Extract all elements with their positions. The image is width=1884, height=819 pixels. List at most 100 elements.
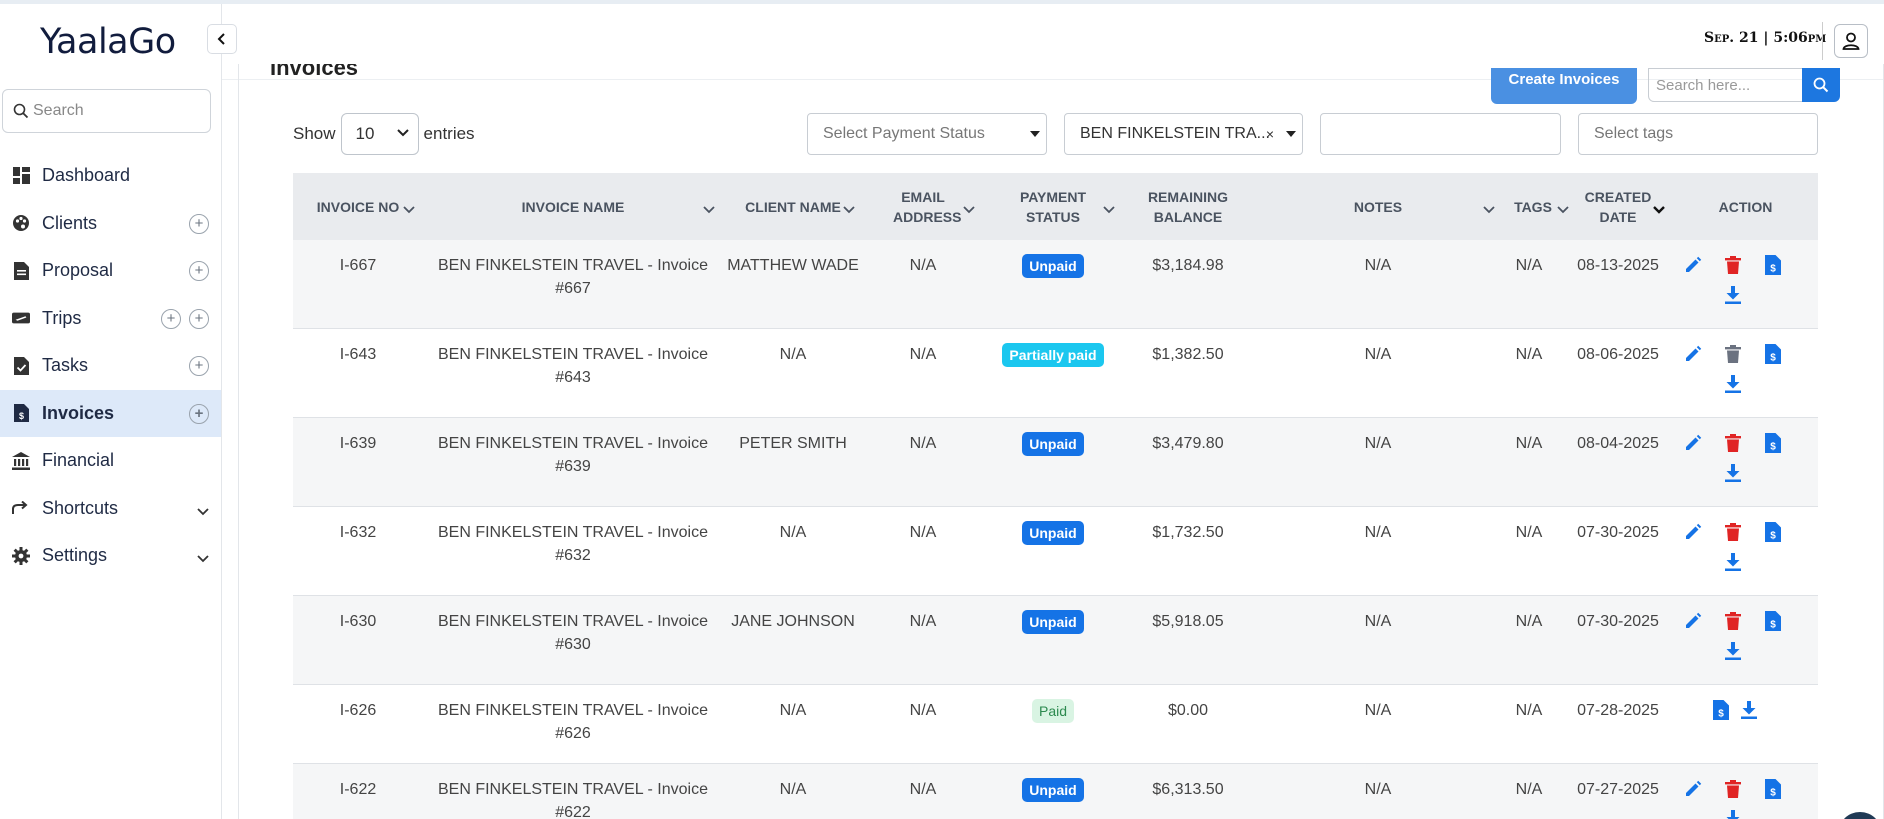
invoice-pdf-icon[interactable]: $ [1762, 254, 1784, 276]
remaining-balance-cell: $3,479.80 [1152, 435, 1224, 452]
brand-logo[interactable]: YaalaGo [40, 22, 176, 62]
table-row[interactable]: I-622 BEN FINKELSTEIN TRAVEL - Invoice #62… [293, 764, 1818, 819]
invoice-no-cell[interactable]: I-630 [339, 613, 377, 630]
invoice-name-cell[interactable]: BEN FINKELSTEIN TRAVEL - Invoice #626 [423, 699, 723, 745]
invoice-name-cell[interactable]: BEN FINKELSTEIN TRAVEL - Invoice #667 [423, 254, 723, 300]
sidebar-item-clients[interactable]: Clients + [0, 200, 221, 248]
sidebar-item-tasks[interactable]: Tasks + [0, 342, 221, 390]
column-header-client-name[interactable]: CLIENT NAME [723, 173, 863, 240]
table-row[interactable]: I-639 BEN FINKELSTEIN TRAVEL - Invoice #63… [293, 418, 1818, 507]
table-search-button[interactable] [1802, 68, 1840, 102]
column-header-invoice-name[interactable]: INVOICE NAME [423, 173, 723, 240]
sidebar-search[interactable] [2, 89, 211, 133]
sidebar-item-settings[interactable]: Settings [0, 532, 221, 580]
column-header-invoice-no[interactable]: INVOICE NO [293, 173, 423, 240]
download-icon[interactable] [1722, 640, 1744, 662]
delete-icon[interactable] [1722, 778, 1744, 800]
sort-chevron-icon[interactable] [703, 199, 715, 219]
invoice-pdf-icon[interactable]: $ [1762, 778, 1784, 800]
delete-icon[interactable] [1722, 254, 1744, 276]
invoice-pdf-icon[interactable]: $ [1762, 521, 1784, 543]
add-trips-icon[interactable]: + [189, 308, 209, 329]
invoice-name-cell[interactable]: BEN FINKELSTEIN TRAVEL - Invoice #643 [423, 343, 723, 389]
sidebar-collapse-button[interactable] [207, 24, 237, 54]
sidebar-item-proposal[interactable]: Proposal + [0, 247, 221, 295]
chevron-down-icon[interactable] [197, 500, 209, 521]
edit-icon[interactable] [1682, 254, 1704, 276]
invoice-name-cell[interactable]: BEN FINKELSTEIN TRAVEL - Invoice #622 [423, 778, 723, 819]
table-row[interactable]: I-630 BEN FINKELSTEIN TRAVEL - Invoice #63… [293, 596, 1818, 685]
invoice-no-cell[interactable]: I-626 [339, 702, 377, 719]
add-clients-icon[interactable]: + [189, 213, 209, 234]
invoice-pdf-icon[interactable]: $ [1710, 699, 1732, 721]
invoice-no-cell[interactable]: I-643 [339, 346, 377, 363]
download-icon[interactable] [1722, 284, 1744, 306]
column-header-tags[interactable]: TAGS [1503, 173, 1569, 240]
sidebar-item-invoices[interactable]: $ Invoices + [0, 389, 221, 437]
payment-status-filter[interactable]: Select Payment Status [807, 113, 1047, 155]
invoice-pdf-icon[interactable]: $ [1762, 432, 1784, 454]
download-icon[interactable] [1722, 462, 1744, 484]
row-actions: $ [1678, 610, 1808, 670]
column-header-email-address[interactable]: EMAIL ADDRESS [863, 173, 983, 240]
edit-icon[interactable] [1682, 343, 1704, 365]
edit-icon[interactable] [1682, 778, 1704, 800]
client-filter[interactable]: BEN FINKELSTEIN TRA... × [1064, 113, 1303, 155]
sort-chevron-icon[interactable] [1483, 199, 1495, 219]
edit-icon[interactable] [1682, 521, 1704, 543]
invoice-pdf-icon[interactable]: $ [1762, 343, 1784, 365]
sidebar-item-financial[interactable]: Financial [0, 437, 221, 485]
edit-icon[interactable] [1682, 610, 1704, 632]
column-header-created-date[interactable]: CREATED DATE [1563, 173, 1673, 240]
sort-chevron-icon[interactable] [1653, 199, 1665, 219]
tags-filter[interactable]: Select tags [1578, 113, 1818, 155]
sort-chevron-icon[interactable] [1103, 199, 1115, 219]
invoice-pdf-icon[interactable]: $ [1762, 610, 1784, 632]
payment-status-placeholder: Select Payment Status [823, 125, 985, 142]
sort-chevron-icon[interactable] [403, 199, 415, 219]
add-invoices-icon[interactable]: + [189, 403, 209, 424]
download-icon[interactable] [1738, 699, 1760, 721]
invoice-no-cell[interactable]: I-667 [339, 257, 377, 274]
delete-icon[interactable] [1722, 521, 1744, 543]
invoice-name-cell[interactable]: BEN FINKELSTEIN TRAVEL - Invoice #632 [423, 521, 723, 567]
add-proposal-icon[interactable]: + [189, 261, 209, 281]
remaining-balance-cell: $1,382.50 [1152, 346, 1224, 363]
sidebar-search-input[interactable] [33, 102, 203, 120]
sidebar-item-trips[interactable]: Trips + + [0, 295, 221, 343]
user-menu-button[interactable] [1834, 24, 1868, 58]
table-search-input[interactable]: Search here... [1648, 68, 1803, 102]
table-row[interactable]: I-643 BEN FINKELSTEIN TRAVEL - Invoice #64… [293, 329, 1818, 418]
sort-chevron-icon[interactable] [1557, 199, 1569, 219]
add-trips-icon[interactable]: + [161, 308, 181, 329]
sort-chevron-icon[interactable] [963, 199, 975, 219]
table-row[interactable]: I-626 BEN FINKELSTEIN TRAVEL - Invoice #62… [293, 685, 1818, 764]
date-filter-input[interactable] [1320, 113, 1561, 155]
delete-icon[interactable] [1722, 432, 1744, 454]
clear-icon[interactable]: × [1265, 126, 1274, 142]
invoice-no-cell[interactable]: I-639 [339, 435, 377, 452]
invoice-name-cell[interactable]: BEN FINKELSTEIN TRAVEL - Invoice #630 [423, 610, 723, 656]
table-row[interactable]: I-667 BEN FINKELSTEIN TRAVEL - Invoice #66… [293, 240, 1818, 329]
sidebar-item-dashboard[interactable]: Dashboard [0, 152, 221, 200]
delete-icon[interactable] [1722, 343, 1744, 365]
edit-icon[interactable] [1682, 432, 1704, 454]
download-icon[interactable] [1722, 808, 1744, 819]
add-tasks-icon[interactable]: + [189, 356, 209, 376]
delete-icon[interactable] [1722, 610, 1744, 632]
entries-select[interactable]: 10 [340, 113, 419, 155]
remaining-balance-cell: $3,184.98 [1152, 257, 1224, 274]
sidebar-item-shortcuts[interactable]: Shortcuts [0, 485, 221, 533]
column-header-notes[interactable]: NOTES [1253, 173, 1503, 240]
chevron-down-icon[interactable] [197, 547, 209, 568]
column-header-payment-status[interactable]: PAYMENT STATUS [983, 173, 1123, 240]
invoice-no-cell[interactable]: I-632 [339, 524, 377, 541]
download-icon[interactable] [1722, 551, 1744, 573]
invoice-name-cell[interactable]: BEN FINKELSTEIN TRAVEL - Invoice #639 [423, 432, 723, 478]
download-icon[interactable] [1722, 373, 1744, 395]
table-row[interactable]: I-632 BEN FINKELSTEIN TRAVEL - Invoice #63… [293, 507, 1818, 596]
chat-widget-button[interactable] [1838, 812, 1882, 819]
create-invoices-button[interactable]: Create Invoices [1491, 68, 1637, 104]
sort-chevron-icon[interactable] [843, 199, 855, 219]
invoice-no-cell[interactable]: I-622 [339, 781, 377, 798]
